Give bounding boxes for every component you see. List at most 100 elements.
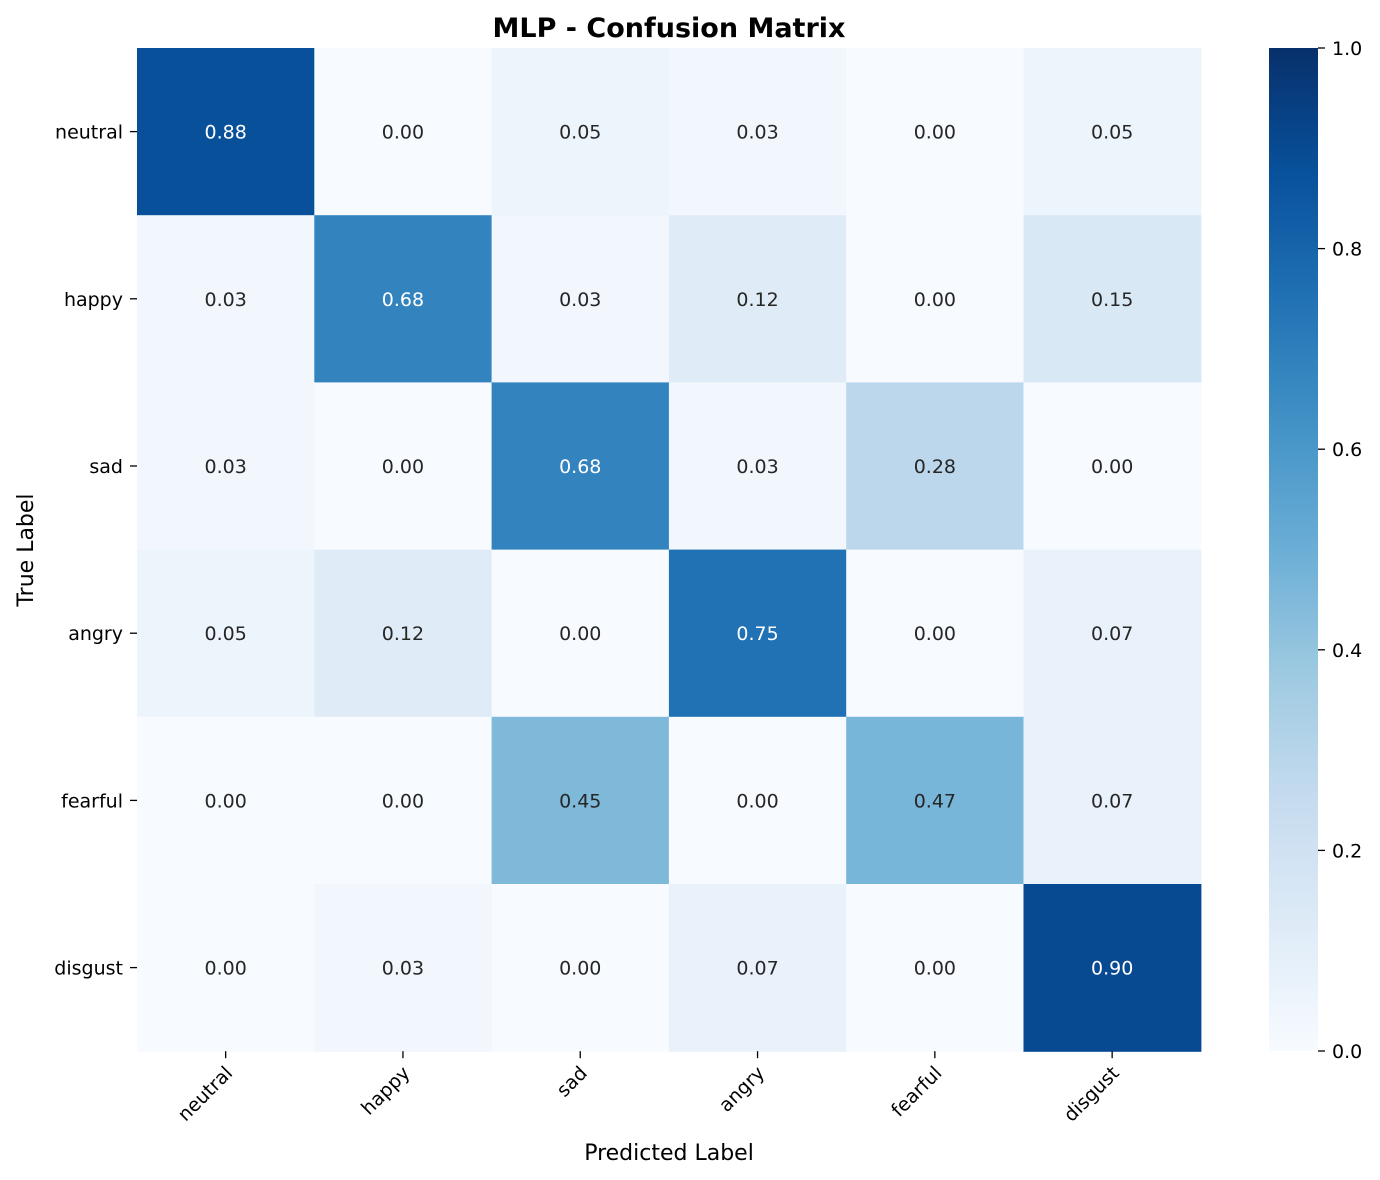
cell-value-label: 0.03: [559, 289, 601, 311]
x-tick-label: disgust: [1060, 1062, 1124, 1126]
y-axis-ticks: neutral happy sad angry fearful disgust: [54, 122, 137, 980]
heatmap-cell: [846, 382, 1025, 551]
cell-value-label: 0.05: [204, 623, 246, 645]
cell-value-label: 0.15: [1091, 289, 1133, 311]
x-axis-ticks: neutral happy sad angry fearful disgust: [174, 1051, 1124, 1126]
y-tick-label: neutral: [55, 122, 123, 144]
cell-value-label: 0.00: [204, 790, 246, 812]
heatmap-cell: [668, 716, 847, 885]
colorbar-tick-label: 0.0: [1332, 1041, 1362, 1063]
cell-value-label: 0.00: [736, 790, 778, 812]
colorbar-tick-label: 0.6: [1332, 439, 1362, 461]
cell-value-label: 0.00: [914, 958, 956, 980]
cell-value-label: 0.00: [382, 790, 424, 812]
heatmap-cells: [137, 48, 1202, 1052]
heatmap-cell: [137, 48, 315, 216]
cell-value-label: 0.00: [559, 623, 601, 645]
chart-title: MLP - Confusion Matrix: [493, 13, 846, 44]
cell-value-label: 0.07: [736, 958, 778, 980]
heatmap-cell: [1023, 716, 1202, 885]
colorbar: 0.0 0.2 0.4 0.6 0.8 1.0: [1269, 38, 1362, 1063]
y-tick-label: sad: [89, 456, 123, 478]
heatmap-cell: [314, 382, 493, 551]
cell-value-label: 0.03: [204, 289, 246, 311]
heatmap-cell: [1023, 549, 1202, 718]
heatmap-cell: [846, 884, 1025, 1052]
heatmap-cell: [137, 215, 315, 383]
cell-value-label: 0.00: [382, 456, 424, 478]
y-tick-label: happy: [64, 289, 123, 311]
heatmap-cell: [668, 215, 847, 383]
heatmap-cell: [846, 215, 1025, 383]
cell-value-label: 0.68: [382, 289, 424, 311]
cell-value-label: 0.03: [736, 456, 778, 478]
heatmap-cell: [668, 382, 847, 551]
heatmap-cell: [668, 884, 847, 1052]
y-tick-label: angry: [68, 623, 123, 645]
heatmap-cell-labels: 0.88 0.00 0.05 0.03 0.00 0.05 0.03 0.68 0.03 0.12…: [204, 122, 1133, 980]
cell-value-label: 0.47: [914, 790, 956, 812]
heatmap-cell: [314, 884, 493, 1052]
heatmap-cell: [314, 549, 493, 718]
cell-value-label: 0.88: [204, 122, 246, 144]
heatmap-cell: [314, 716, 493, 885]
x-axis-label: Predicted Label: [584, 1141, 754, 1166]
x-tick-label: sad: [552, 1062, 591, 1101]
x-tick-label: happy: [357, 1062, 414, 1119]
heatmap-cell: [314, 215, 493, 383]
cell-value-label: 0.00: [1091, 456, 1133, 478]
heatmap-cell: [846, 716, 1025, 885]
cell-value-label: 0.03: [382, 958, 424, 980]
heatmap-cell: [1023, 382, 1202, 551]
colorbar-tick-label: 0.2: [1332, 840, 1362, 862]
cell-value-label: 0.05: [559, 122, 601, 144]
heatmap-cell: [137, 716, 315, 885]
cell-value-label: 0.00: [382, 122, 424, 144]
heatmap-cell: [137, 884, 315, 1052]
heatmap-cell: [491, 716, 670, 885]
heatmap-cell: [491, 382, 670, 551]
colorbar-tick-label: 1.0: [1332, 38, 1362, 60]
heatmap-cell: [314, 48, 493, 216]
cell-value-label: 0.00: [914, 289, 956, 311]
heatmap-cell: [491, 215, 670, 383]
cell-value-label: 0.00: [914, 623, 956, 645]
colorbar-tick-label: 0.8: [1332, 239, 1362, 261]
cell-value-label: 0.00: [914, 122, 956, 144]
heatmap-cell: [846, 48, 1025, 216]
heatmap-cell: [846, 549, 1025, 718]
cell-value-label: 0.68: [559, 456, 601, 478]
cell-value-label: 0.03: [204, 456, 246, 478]
heatmap-cell: [491, 549, 670, 718]
cell-value-label: 0.00: [204, 958, 246, 980]
cell-value-label: 0.00: [559, 958, 601, 980]
cell-value-label: 0.07: [1091, 623, 1133, 645]
cell-value-label: 0.75: [736, 623, 778, 645]
cell-value-label: 0.45: [559, 790, 601, 812]
heatmap-cell: [137, 382, 315, 551]
heatmap-cell: [491, 884, 670, 1052]
heatmap-cell: [1023, 215, 1202, 383]
colorbar-ticks: 0.0 0.2 0.4 0.6 0.8 1.0: [1318, 38, 1362, 1063]
heatmap-cell: [1023, 884, 1202, 1052]
heatmap-cell: [668, 48, 847, 216]
cell-value-label: 0.03: [736, 122, 778, 144]
y-tick-label: fearful: [61, 790, 123, 812]
x-tick-label: neutral: [174, 1062, 238, 1126]
heatmap-cell: [1023, 48, 1202, 216]
cell-value-label: 0.07: [1091, 790, 1133, 812]
x-tick-label: angry: [715, 1062, 769, 1116]
heatmap-cell: [491, 48, 670, 216]
heatmap-cell: [137, 549, 315, 718]
cell-value-label: 0.90: [1091, 958, 1133, 980]
cell-value-label: 0.12: [736, 289, 778, 311]
y-axis-label: True Label: [14, 493, 39, 607]
heatmap-cell: [668, 549, 847, 718]
y-tick-label: disgust: [54, 958, 123, 980]
cell-value-label: 0.05: [1091, 122, 1133, 144]
cell-value-label: 0.28: [914, 456, 956, 478]
cell-value-label: 0.12: [382, 623, 424, 645]
x-tick-label: fearful: [887, 1062, 946, 1121]
colorbar-gradient: [1269, 48, 1318, 1051]
